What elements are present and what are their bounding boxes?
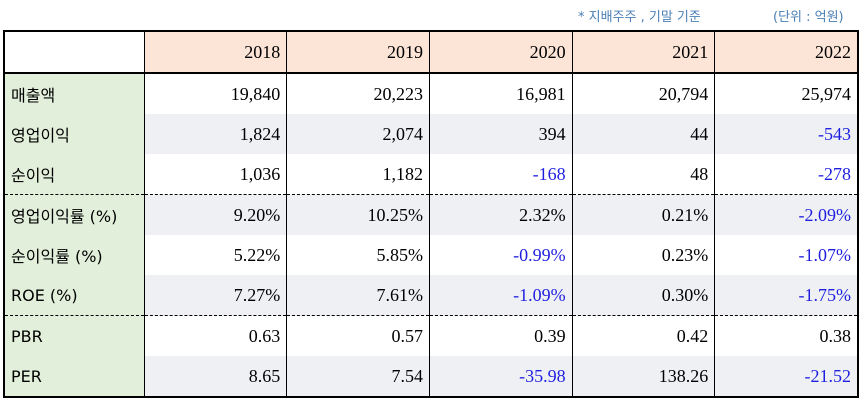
value-cell: 5.22%: [143, 235, 288, 275]
value-cell: 2.32%: [428, 194, 573, 235]
value-cell: 1,824: [143, 114, 288, 154]
value-cell: -35.98: [428, 356, 573, 397]
data-row: PBR 0.63 0.57 0.39 0.42 0.38: [3, 315, 859, 356]
value-cell: -0.99%: [428, 235, 573, 275]
value-cell: 8.65: [143, 356, 288, 397]
row-label: 순이익률 (%): [3, 235, 145, 275]
row-label: 영업이익: [3, 114, 145, 154]
value-cell: 0.42: [571, 315, 716, 356]
data-row: PER 8.65 7.54 -35.98 138.26 -21.52: [3, 356, 859, 397]
value-cell: 2,074: [286, 114, 430, 154]
value-cell: 138.26: [571, 356, 716, 397]
value-cell: 7.61%: [286, 275, 430, 316]
value-cell: 0.23%: [571, 235, 716, 275]
year-header: 2019: [286, 30, 430, 74]
value-cell: -2.09%: [714, 194, 859, 235]
year-header: 2018: [143, 30, 288, 74]
value-cell: 1,036: [143, 154, 288, 195]
value-cell: 44: [571, 114, 716, 154]
value-cell: -278: [714, 154, 859, 195]
value-cell: 10.25%: [286, 194, 430, 235]
value-cell: 0.57: [286, 315, 430, 356]
data-row: 순이익 1,036 1,182 -168 48 -278: [3, 154, 859, 195]
value-cell: -1.07%: [714, 235, 859, 275]
value-cell: 48: [571, 154, 716, 195]
year-header: 2020: [428, 30, 573, 74]
value-cell: 0.39: [428, 315, 573, 356]
value-cell: 0.21%: [571, 194, 716, 235]
header-row: 2018 2019 2020 2021 2022: [3, 30, 859, 74]
row-label: PBR: [3, 315, 145, 356]
value-cell: -1.75%: [714, 275, 859, 316]
row-label: PER: [3, 356, 145, 397]
row-label: 매출액: [3, 73, 145, 114]
value-cell: 0.38: [714, 315, 859, 356]
value-cell: 16,981: [428, 73, 573, 114]
value-cell: -1.09%: [428, 275, 573, 316]
year-header: 2022: [714, 30, 859, 74]
value-cell: 20,223: [286, 73, 430, 114]
row-label: ROE (%): [3, 275, 145, 316]
row-label: 영업이익률 (%): [3, 194, 145, 235]
note-unit: (단위 : 억원): [773, 10, 844, 25]
value-cell: 7.54: [286, 356, 430, 397]
value-cell: 20,794: [571, 73, 716, 114]
data-row: 매출액 19,840 20,223 16,981 20,794 25,974: [3, 73, 859, 114]
data-row: 영업이익률 (%) 9.20% 10.25% 2.32% 0.21% -2.09%: [3, 194, 859, 235]
value-cell: 19,840: [143, 73, 288, 114]
value-cell: 0.30%: [571, 275, 716, 316]
data-row: 순이익률 (%) 5.22% 5.85% -0.99% 0.23% -1.07%: [3, 235, 859, 275]
corner-cell: [3, 30, 145, 74]
value-cell: 5.85%: [286, 235, 430, 275]
value-cell: -168: [428, 154, 573, 195]
value-cell: 7.27%: [143, 275, 288, 316]
row-label: 순이익: [3, 154, 145, 195]
note-basis: * 지배주주 , 기말 기준: [578, 10, 701, 25]
value-cell: 25,974: [714, 73, 859, 114]
value-cell: 9.20%: [143, 194, 288, 235]
value-cell: -543: [714, 114, 859, 154]
value-cell: 0.63: [143, 315, 288, 356]
value-cell: 1,182: [286, 154, 430, 195]
value-cell: -21.52: [714, 356, 859, 397]
financial-table: 2018 2019 2020 2021 2022 매출액 19,840 20,223 16,98…: [3, 30, 859, 398]
data-row: ROE (%) 7.27% 7.61% -1.09% 0.30% -1.75%: [3, 275, 859, 316]
data-row: 영업이익 1,824 2,074 394 44 -543: [3, 114, 859, 154]
value-cell: 394: [428, 114, 573, 154]
year-header: 2021: [571, 30, 716, 74]
